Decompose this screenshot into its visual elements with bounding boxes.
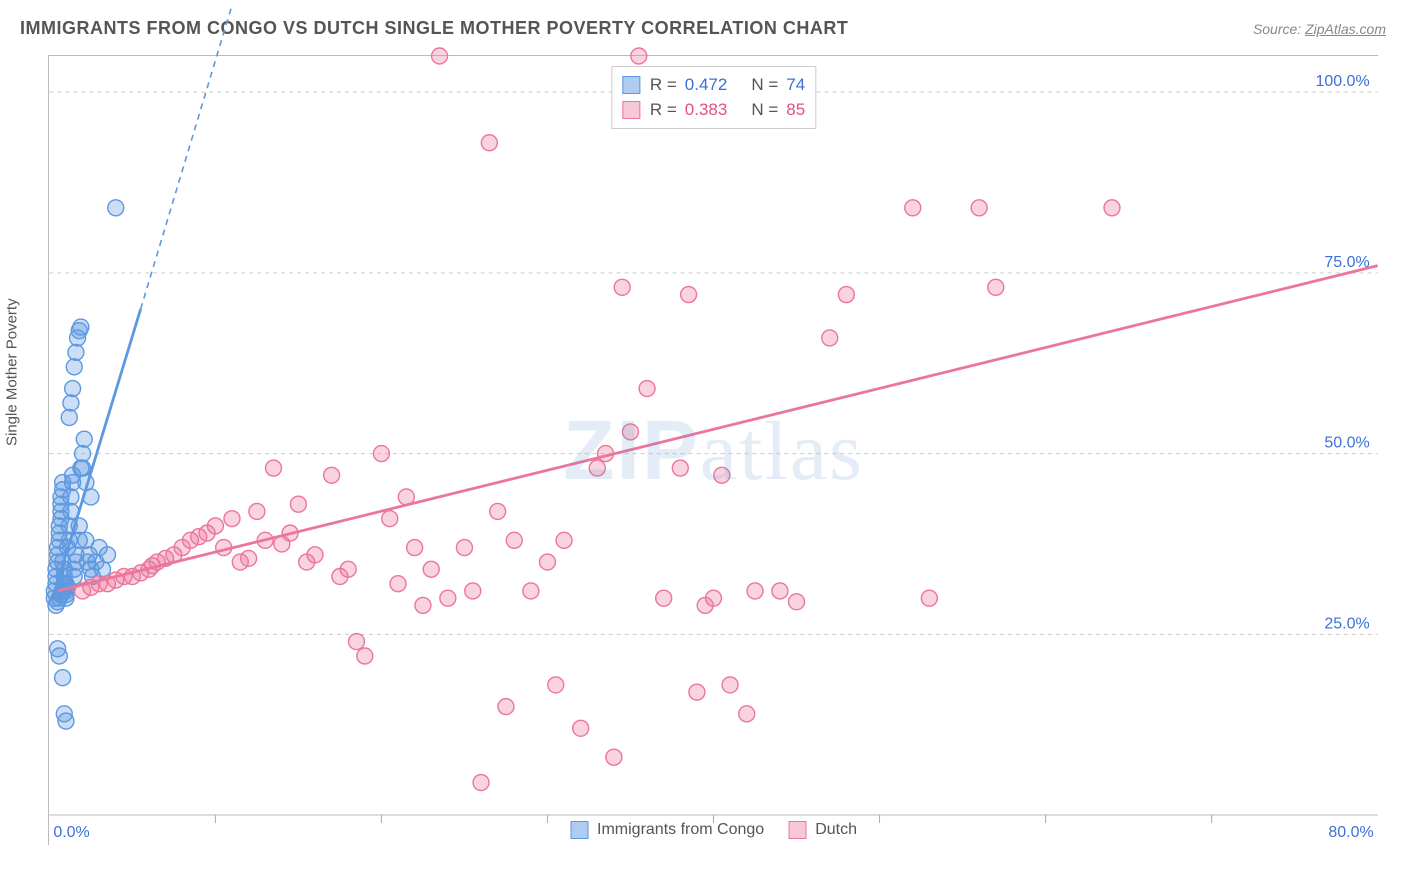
- svg-text:80.0%: 80.0%: [1328, 824, 1373, 841]
- svg-text:50.0%: 50.0%: [1324, 435, 1369, 452]
- plot-area: 25.0%50.0%75.0%100.0%0.0%80.0% ZIPatlas …: [48, 55, 1378, 845]
- source-link[interactable]: ZipAtlas.com: [1305, 21, 1386, 37]
- swatch-icon: [622, 76, 640, 94]
- legend-item-dutch: Dutch: [788, 821, 857, 839]
- svg-text:25.0%: 25.0%: [1324, 615, 1369, 632]
- source-label: Source: ZipAtlas.com: [1253, 21, 1386, 37]
- plot-svg: 25.0%50.0%75.0%100.0%0.0%80.0%: [49, 56, 1378, 845]
- stat-row-congo: R = 0.472 N = 74: [622, 73, 805, 98]
- swatch-icon: [788, 821, 806, 839]
- bottom-legend: Immigrants from Congo Dutch: [570, 821, 857, 839]
- title-row: IMMIGRANTS FROM CONGO VS DUTCH SINGLE MO…: [20, 18, 1386, 39]
- chart-title: IMMIGRANTS FROM CONGO VS DUTCH SINGLE MO…: [20, 18, 848, 39]
- swatch-icon: [622, 101, 640, 119]
- stat-legend: R = 0.472 N = 74 R = 0.383 N = 85: [611, 66, 816, 129]
- legend-item-congo: Immigrants from Congo: [570, 821, 764, 839]
- swatch-icon: [570, 821, 588, 839]
- chart-container: IMMIGRANTS FROM CONGO VS DUTCH SINGLE MO…: [0, 0, 1406, 892]
- svg-text:0.0%: 0.0%: [53, 824, 89, 841]
- svg-text:100.0%: 100.0%: [1315, 73, 1369, 90]
- y-axis-label: Single Mother Poverty: [4, 298, 21, 446]
- stat-row-dutch: R = 0.383 N = 85: [622, 98, 805, 123]
